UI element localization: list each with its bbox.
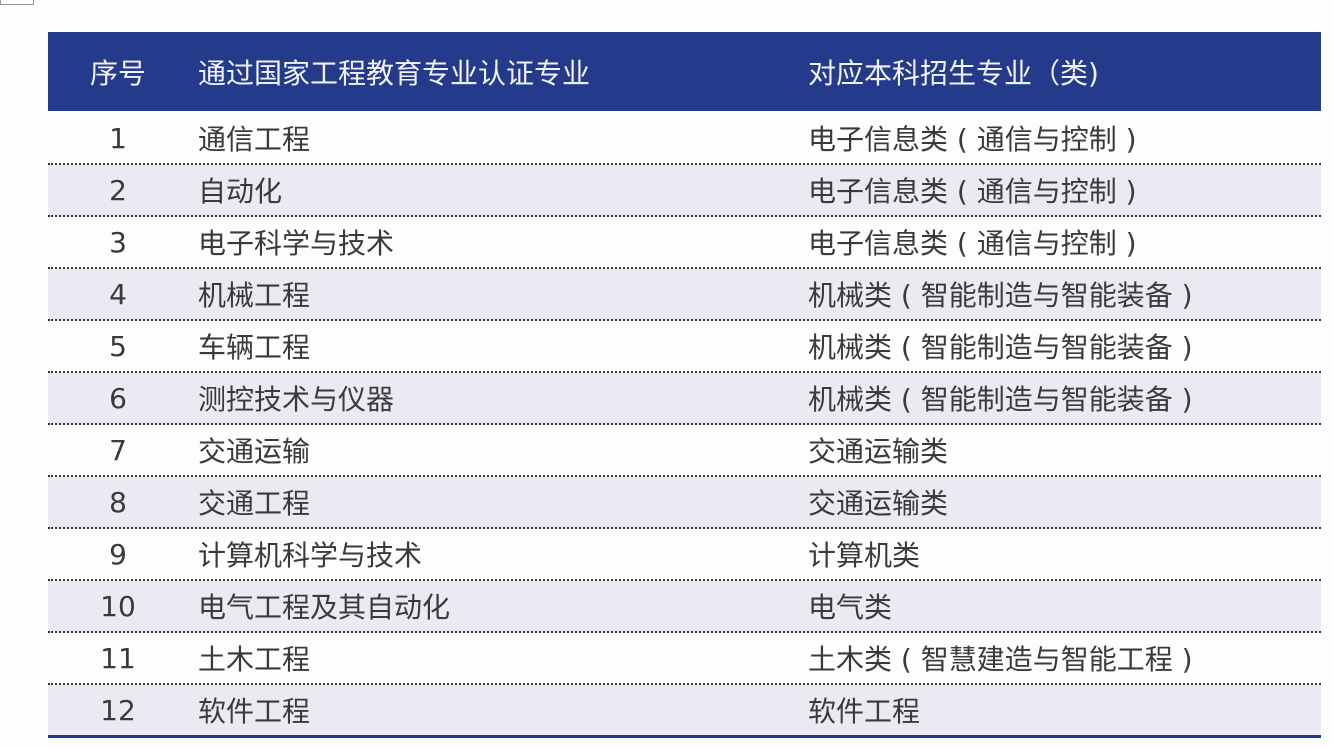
table-row: 7 交通运输 交通运输类	[48, 425, 1321, 477]
cell-category: 机械类 ( 智能制造与智能装备 )	[808, 279, 1193, 312]
cell-major: 电子科学与技术	[198, 227, 395, 260]
header-number: 序号	[89, 56, 146, 90]
cell-major: 电气工程及其自动化	[198, 591, 451, 624]
table-row: 11 土木工程 土木类 ( 智慧建造与智能工程 )	[48, 633, 1321, 685]
cell-major: 交通工程	[198, 487, 311, 520]
table-row: 10 电气工程及其自动化 电气类	[48, 581, 1321, 633]
cell-category: 交通运输类	[808, 435, 949, 468]
cell-category: 电子信息类 ( 通信与控制 )	[808, 175, 1137, 208]
major-certification-table: 序号 通过国家工程教育专业认证专业 对应本科招生专业（类) 1 通信工程 电子信息类…	[48, 32, 1321, 738]
table-row: 5 车辆工程 机械类 ( 智能制造与智能装备 )	[48, 321, 1321, 373]
cell-category: 计算机类	[808, 539, 921, 572]
cell-category: 电气类	[808, 591, 893, 624]
cell-category: 电子信息类 ( 通信与控制 )	[808, 123, 1137, 156]
table-row: 3 电子科学与技术 电子信息类 ( 通信与控制 )	[48, 217, 1321, 269]
table-row: 9 计算机科学与技术 计算机类	[48, 529, 1321, 581]
cell-category: 土木类 ( 智慧建造与智能工程 )	[808, 643, 1193, 676]
cell-major: 车辆工程	[198, 331, 311, 364]
table-row: 12 软件工程 软件工程	[48, 685, 1321, 738]
cell-category: 软件工程	[808, 695, 921, 728]
header-admission-category: 对应本科招生专业（类)	[808, 56, 1099, 90]
header-certified-major: 通过国家工程教育专业认证专业	[198, 56, 591, 90]
cell-major: 测控技术与仪器	[198, 383, 395, 416]
cell-major: 土木工程	[198, 643, 311, 676]
cell-number: 10	[100, 589, 136, 623]
table-row: 4 机械工程 机械类 ( 智能制造与智能装备 )	[48, 269, 1321, 321]
cell-number: 1	[109, 121, 127, 155]
cell-number: 3	[109, 225, 127, 259]
corner-box	[0, 0, 34, 5]
cell-category: 机械类 ( 智能制造与智能装备 )	[808, 331, 1193, 364]
cell-category: 交通运输类	[808, 487, 949, 520]
cell-major: 自动化	[198, 175, 283, 208]
cell-category: 电子信息类 ( 通信与控制 )	[808, 227, 1137, 260]
cell-number: 7	[109, 433, 127, 467]
cell-number: 4	[109, 277, 127, 311]
cell-number: 12	[100, 693, 136, 727]
table-header: 序号 通过国家工程教育专业认证专业 对应本科招生专业（类)	[48, 32, 1321, 111]
cell-major: 通信工程	[198, 123, 311, 156]
table-row: 6 测控技术与仪器 机械类 ( 智能制造与智能装备 )	[48, 373, 1321, 425]
cell-category: 机械类 ( 智能制造与智能装备 )	[808, 383, 1193, 416]
cell-number: 11	[100, 641, 136, 675]
table-row: 2 自动化 电子信息类 ( 通信与控制 )	[48, 165, 1321, 217]
cell-number: 9	[109, 537, 127, 571]
cell-number: 6	[109, 381, 127, 415]
table-body: 1 通信工程 电子信息类 ( 通信与控制 ) 2 自动化 电子信息类 ( 通信与控制 ) 3…	[48, 111, 1321, 738]
cell-major: 机械工程	[198, 279, 311, 312]
cell-number: 2	[109, 173, 127, 207]
table-row: 1 通信工程 电子信息类 ( 通信与控制 )	[48, 113, 1321, 165]
cell-major: 软件工程	[198, 695, 311, 728]
cell-number: 8	[109, 485, 127, 519]
cell-major: 计算机科学与技术	[198, 539, 423, 572]
cell-number: 5	[109, 329, 127, 363]
table-row: 8 交通工程 交通运输类	[48, 477, 1321, 529]
cell-major: 交通运输	[198, 435, 311, 468]
